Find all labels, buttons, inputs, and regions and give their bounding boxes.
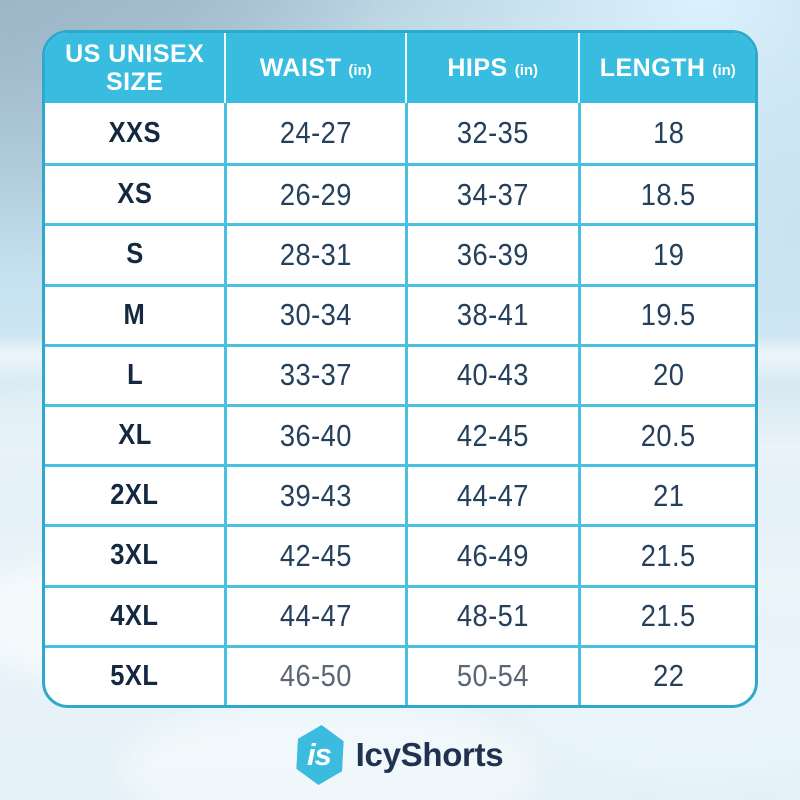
table-row: XS 26-29 34-37 18.5 (45, 163, 755, 224)
icyshorts-hexagon-icon: is (295, 724, 344, 786)
brand-logo: is IcyShorts (0, 722, 800, 788)
table-header-row: US UNISEX SIZE WAIST (in) HIPS (in) LENG… (45, 33, 755, 103)
hips-cell: 46-49 (404, 527, 579, 585)
length-cell: 18.5 (578, 166, 755, 224)
length-cell: 19 (578, 226, 755, 284)
size-cell: XXS (108, 116, 161, 149)
size-cell: 3XL (110, 539, 159, 572)
table-body: XXS 24-27 32-35 18 XS 26-29 34-37 18.5 S… (45, 103, 755, 705)
header-hips-unit: (in) (514, 61, 539, 79)
length-cell: 21.5 (578, 527, 755, 585)
table-row: 4XL 44-47 48-51 21.5 (45, 584, 755, 645)
table-row: S 28-31 36-39 19 (45, 223, 755, 284)
size-cell: 2XL (110, 479, 159, 512)
size-cell: 4XL (110, 599, 159, 632)
size-chart-table: US UNISEX SIZE WAIST (in) HIPS (in) LENG… (42, 30, 758, 708)
hips-cell: 44-47 (404, 467, 579, 525)
waist-cell: 33-37 (224, 346, 404, 404)
table-row: 2XL 39-43 44-47 21 (45, 464, 755, 525)
waist-cell: 39-43 (224, 467, 404, 525)
header-hips-label: HIPS (447, 54, 508, 82)
header-waist-column: WAIST (in) (224, 33, 404, 103)
hips-cell: 50-54 (404, 647, 579, 705)
header-waist-unit: (in) (348, 61, 372, 79)
waist-cell: 30-34 (224, 286, 404, 344)
waist-cell: 36-40 (224, 407, 404, 465)
header-length-label: LENGTH (599, 54, 706, 82)
hips-cell: 38-41 (404, 286, 579, 344)
size-cell: L (126, 358, 143, 391)
length-cell: 19.5 (578, 286, 755, 344)
length-cell: 21 (578, 467, 755, 525)
table-row: XXS 24-27 32-35 18 (45, 103, 755, 164)
size-cell: 5XL (110, 659, 159, 692)
length-cell: 20 (578, 346, 755, 404)
waist-cell: 46-50 (224, 647, 404, 705)
table-row: L 33-37 40-43 20 (45, 343, 755, 404)
header-hips-column: HIPS (in) (404, 33, 579, 103)
icyshorts-monogram: is (306, 736, 331, 772)
waist-cell: 44-47 (224, 587, 404, 645)
hips-cell: 32-35 (404, 103, 579, 164)
size-cell: XL (117, 419, 152, 452)
size-cell: XS (117, 178, 153, 211)
waist-cell: 24-27 (224, 103, 404, 164)
hips-cell: 48-51 (404, 587, 579, 645)
length-cell: 21.5 (578, 587, 755, 645)
header-size-column: US UNISEX SIZE (45, 33, 224, 103)
hips-cell: 40-43 (404, 346, 579, 404)
waist-cell: 28-31 (224, 226, 404, 284)
brand-name: IcyShorts (355, 736, 504, 773)
size-cell: M (123, 298, 146, 331)
header-length-column: LENGTH (in) (578, 33, 755, 103)
waist-cell: 42-45 (224, 527, 404, 585)
header-waist-label: WAIST (259, 54, 342, 82)
length-cell: 22 (578, 647, 755, 705)
header-length-unit: (in) (712, 61, 736, 79)
table-row: 3XL 42-45 46-49 21.5 (45, 524, 755, 585)
hips-cell: 36-39 (404, 226, 579, 284)
waist-cell: 26-29 (224, 166, 404, 224)
size-cell: S (126, 238, 144, 271)
length-cell: 18 (578, 103, 755, 164)
header-size-label: US UNISEX SIZE (65, 40, 205, 96)
table-row: 5XL 46-50 50-54 22 (45, 644, 755, 705)
table-row: XL 36-40 42-45 20.5 (45, 404, 755, 465)
table-row: M 30-34 38-41 19.5 (45, 283, 755, 344)
hips-cell: 42-45 (404, 407, 579, 465)
length-cell: 20.5 (578, 407, 755, 465)
hips-cell: 34-37 (404, 166, 579, 224)
